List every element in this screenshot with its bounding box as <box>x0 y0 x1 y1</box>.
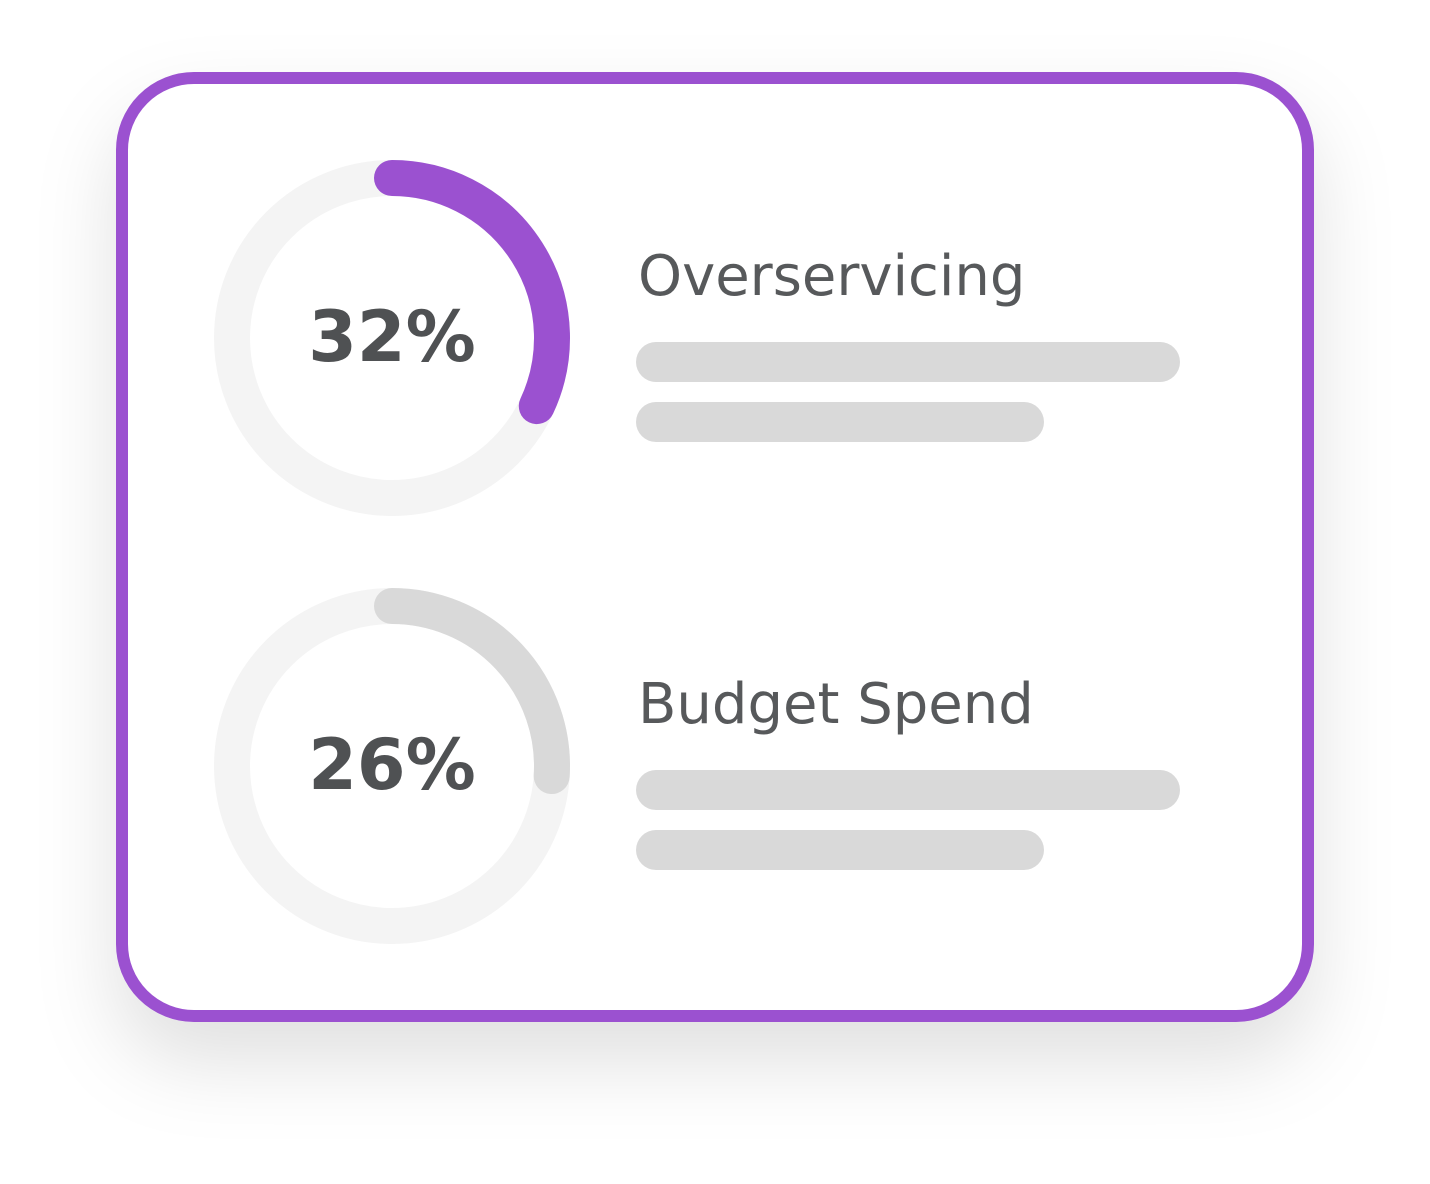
percent-label: 26% <box>308 724 476 806</box>
text-placeholder <box>636 830 1044 870</box>
text-placeholder <box>636 770 1180 810</box>
progress-arc <box>374 588 570 795</box>
progress-arc <box>374 160 570 425</box>
text-placeholder <box>636 342 1180 382</box>
percent-label: 32% <box>308 296 476 378</box>
text-placeholder <box>636 402 1044 442</box>
item-title: Overservicing <box>638 244 1025 309</box>
item-title: Budget Spend <box>638 672 1034 737</box>
